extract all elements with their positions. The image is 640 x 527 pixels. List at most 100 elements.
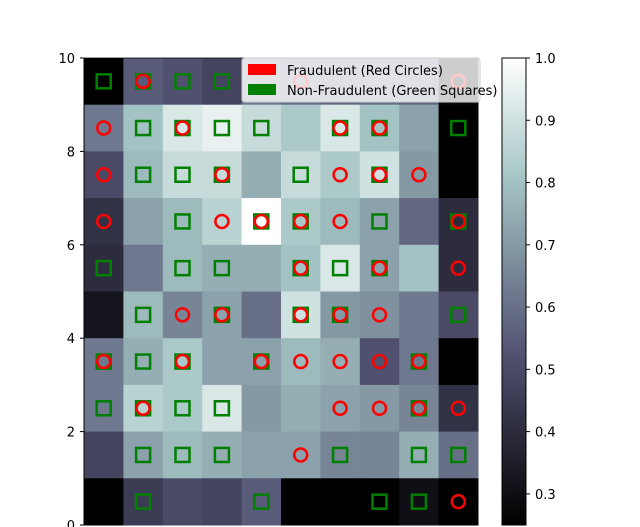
heatmap-cell bbox=[320, 104, 361, 152]
heatmap-cell bbox=[123, 478, 164, 526]
heatmap-cell bbox=[162, 384, 203, 433]
heatmap-cell bbox=[320, 291, 361, 339]
heatmap-cell bbox=[281, 291, 321, 339]
fraudulent-circle-marker bbox=[411, 167, 427, 183]
heatmap-cell bbox=[281, 384, 321, 433]
colorbar-tick-label: 0.6 bbox=[535, 301, 556, 316]
fraudulent-circle-marker bbox=[292, 447, 309, 463]
heatmap-cell bbox=[123, 151, 164, 199]
non-fraudulent-square-marker bbox=[95, 400, 112, 417]
fraudulent-circle-marker bbox=[332, 400, 348, 416]
fraudulent-circle-marker bbox=[214, 213, 230, 230]
heatmap-cell bbox=[399, 104, 440, 152]
legend-label-fraudulent: Fraudulent (Red Circles) bbox=[287, 64, 443, 79]
legend-label-non-fraudulent: Non-Fraudulent (Green Squares) bbox=[287, 84, 497, 99]
heatmap-cell bbox=[399, 338, 440, 386]
fraudulent-circle-marker bbox=[332, 307, 348, 323]
non-fraudulent-square-marker bbox=[213, 119, 231, 137]
heatmap-cells bbox=[84, 58, 479, 526]
heatmap-cell bbox=[162, 244, 203, 292]
non-fraudulent-square-marker bbox=[95, 259, 112, 277]
heatmap-cell bbox=[123, 338, 164, 386]
heatmap-cell bbox=[281, 151, 321, 199]
colorbar-tick-label: 0.4 bbox=[535, 426, 556, 441]
non-fraudulent-square-marker bbox=[371, 213, 388, 230]
non-fraudulent-square-marker bbox=[174, 73, 191, 90]
non-fraudulent-square-marker bbox=[174, 166, 191, 183]
non-fraudulent-square-marker bbox=[450, 306, 467, 324]
heatmap-cell bbox=[359, 291, 400, 339]
heatmap-cell bbox=[438, 431, 479, 479]
fraudulent-circle-marker bbox=[450, 400, 467, 416]
heatmap-cell bbox=[123, 291, 164, 339]
heatmap-cell bbox=[162, 478, 203, 526]
fraudulent-circle-marker bbox=[253, 213, 270, 230]
heatmap-cell bbox=[123, 431, 164, 479]
heatmap-cell bbox=[438, 244, 479, 292]
heatmap-cell bbox=[202, 338, 243, 386]
heatmap-cell bbox=[202, 244, 243, 292]
y-tick-label: 8 bbox=[67, 145, 75, 160]
fraudulent-circle-marker bbox=[371, 120, 388, 136]
non-fraudulent-square-marker bbox=[410, 493, 428, 510]
heatmap-cell bbox=[123, 58, 164, 106]
heatmap-cell bbox=[202, 291, 243, 339]
fraudulent-circle-marker bbox=[371, 167, 388, 183]
fraudulent-circle-marker bbox=[411, 353, 427, 370]
heatmap-cell bbox=[84, 58, 124, 106]
non-fraudulent-square-marker bbox=[331, 259, 349, 277]
heatmap-cell bbox=[84, 338, 124, 386]
marker-layer bbox=[95, 73, 467, 510]
heatmap-cell bbox=[320, 151, 361, 199]
heatmap-cell bbox=[162, 291, 203, 339]
heatmap-cell bbox=[320, 244, 361, 292]
fraudulent-circle-marker bbox=[253, 353, 270, 370]
heatmap-cell bbox=[438, 104, 479, 152]
non-fraudulent-square-marker bbox=[213, 259, 231, 277]
heatmap-cell bbox=[123, 384, 164, 433]
colorbar-gradient bbox=[501, 57, 527, 526]
non-fraudulent-square-marker bbox=[410, 446, 428, 464]
non-fraudulent-square-marker bbox=[371, 493, 388, 510]
non-fraudulent-square-marker bbox=[134, 119, 152, 137]
heatmap-cell bbox=[359, 431, 400, 479]
fraudulent-circle-marker bbox=[95, 120, 112, 136]
heatmap-cell bbox=[241, 198, 282, 246]
heatmap-cell bbox=[399, 431, 440, 479]
non-fraudulent-square-marker bbox=[213, 446, 231, 464]
non-fraudulent-square-marker bbox=[253, 119, 270, 137]
heatmap-cell bbox=[281, 104, 321, 152]
heatmap-cell bbox=[162, 198, 203, 246]
heatmap-cell bbox=[281, 478, 321, 526]
fraudulent-circle-marker bbox=[332, 120, 348, 136]
legend-swatch-fraudulent bbox=[248, 64, 276, 75]
non-fraudulent-square-marker bbox=[134, 493, 152, 510]
heatmap-cell bbox=[202, 151, 243, 199]
fraudulent-circle-marker bbox=[135, 400, 151, 416]
heatmap-cell bbox=[202, 478, 243, 526]
non-fraudulent-square-marker bbox=[134, 353, 152, 370]
colorbar-tick-label: 0.7 bbox=[535, 239, 556, 254]
heatmap-cell bbox=[241, 384, 282, 433]
non-fraudulent-square-marker bbox=[174, 213, 191, 230]
heatmap-cell bbox=[359, 104, 400, 152]
heatmap-cell bbox=[84, 291, 124, 339]
non-fraudulent-square-marker bbox=[174, 259, 191, 277]
heatmap-cell bbox=[281, 244, 321, 292]
heatmap-cell bbox=[438, 384, 479, 433]
non-fraudulent-square-marker bbox=[450, 446, 467, 464]
non-fraudulent-square-marker bbox=[174, 400, 191, 417]
heatmap-cell bbox=[123, 198, 164, 246]
heatmap-cell bbox=[438, 151, 479, 199]
heatmap-cell bbox=[399, 291, 440, 339]
y-tick-label: 10 bbox=[58, 52, 75, 67]
fraudulent-circle-marker bbox=[371, 353, 388, 370]
heatmap-cell bbox=[399, 151, 440, 199]
colorbar-tick-label: 0.3 bbox=[535, 488, 556, 503]
heatmap-cell bbox=[438, 291, 479, 339]
legend-swatch-non-fraudulent bbox=[248, 84, 276, 95]
fraudulent-circle-marker bbox=[371, 400, 388, 416]
colorbar-tick-label: 1.0 bbox=[535, 52, 556, 67]
heatmap-cell bbox=[162, 58, 203, 106]
fraudulent-circle-marker bbox=[450, 493, 467, 510]
